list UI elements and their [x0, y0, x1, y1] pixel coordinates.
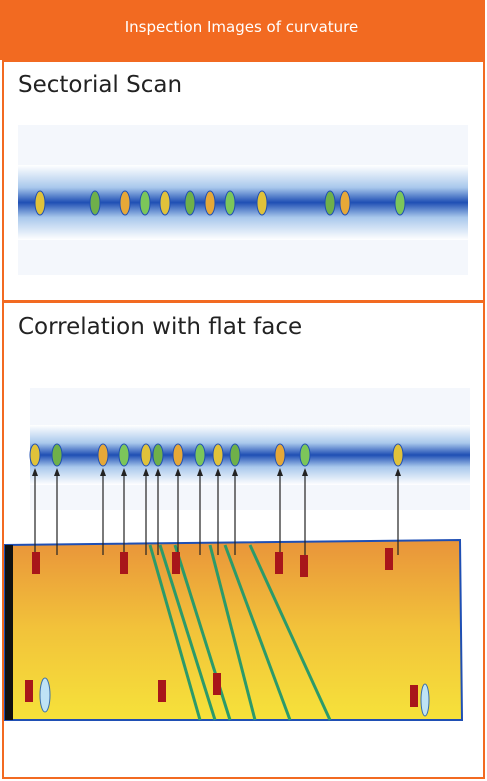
scan-blob: [392, 443, 404, 467]
defect-oval: [420, 683, 430, 717]
arrow-head: [32, 468, 38, 476]
row-label: Correlation with flat face: [18, 314, 303, 340]
defect-marker: [25, 680, 33, 702]
scan-blob: [118, 443, 130, 467]
arrow-head: [215, 468, 221, 476]
scan-blob: [139, 190, 151, 216]
scan-blob: [204, 190, 216, 216]
edge-bar: [5, 545, 13, 720]
arrow-head: [54, 468, 60, 476]
scan-blob: [339, 190, 351, 216]
arrow-head: [175, 468, 181, 476]
defect-marker: [172, 552, 180, 574]
defect-marker: [120, 552, 128, 574]
scan-blob: [29, 443, 41, 467]
defect-marker: [385, 548, 393, 570]
header: Inspection Images of curvature: [0, 0, 483, 60]
scan-blob: [229, 443, 241, 467]
row-separator: [2, 59, 483, 62]
scan-blob: [194, 443, 206, 467]
scan-blob: [184, 190, 196, 216]
scan-blob: [51, 443, 63, 467]
scan-blob: [152, 443, 164, 467]
scan-blob: [274, 443, 286, 467]
scan-blob: [324, 190, 336, 216]
scan-blob: [299, 443, 311, 467]
arrow-head: [143, 468, 149, 476]
scan-blob: [159, 190, 171, 216]
scan-blob: [34, 190, 46, 216]
defect-marker: [410, 685, 418, 707]
scan-blob: [212, 443, 224, 467]
defect-marker: [275, 552, 283, 574]
defect-marker: [32, 552, 40, 574]
row-separator: [2, 300, 483, 303]
arrow-head: [155, 468, 161, 476]
scan-blob: [172, 443, 184, 467]
scan-band: [30, 425, 470, 485]
arrow-head: [277, 468, 283, 476]
defect-marker: [158, 680, 166, 702]
scan-blob: [140, 443, 152, 467]
defect-oval: [39, 677, 51, 713]
row-label: Sectorial Scan: [18, 72, 183, 98]
arrow-head: [232, 468, 238, 476]
scan-blob: [256, 190, 268, 216]
scan-blob: [97, 443, 109, 467]
defect-marker: [300, 555, 308, 577]
scan-blob: [119, 190, 131, 216]
arrow-head: [197, 468, 203, 476]
scan-blob: [224, 190, 236, 216]
arrow-head: [100, 468, 106, 476]
arrow-head: [395, 468, 401, 476]
scan-blob: [394, 190, 406, 216]
defect-marker: [213, 673, 221, 695]
scan-blob: [89, 190, 101, 216]
arrow-head: [121, 468, 127, 476]
arrow-head: [302, 468, 308, 476]
